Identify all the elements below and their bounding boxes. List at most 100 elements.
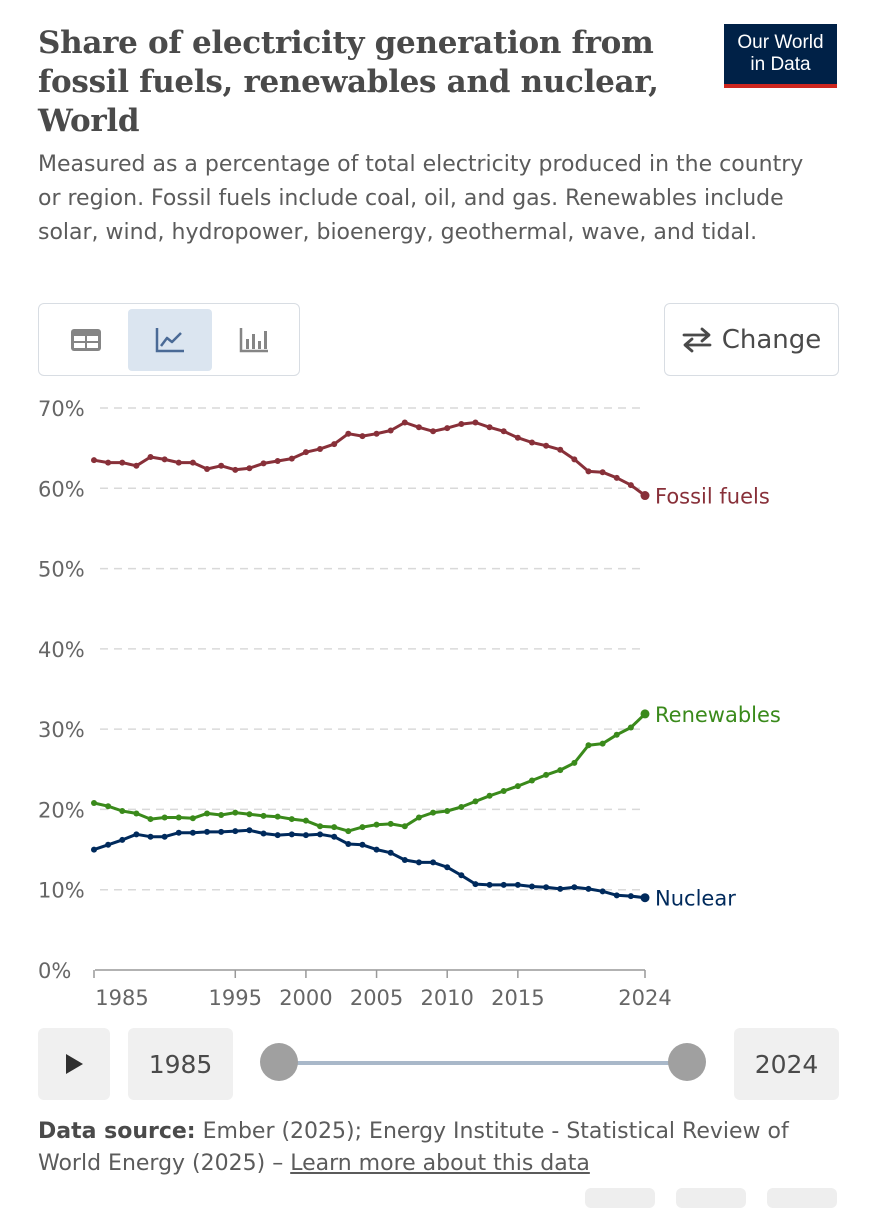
timeline-slider-track[interactable] — [280, 1061, 688, 1065]
x-tick-label: 1995 — [209, 986, 262, 1010]
fossil-fuels-point — [246, 465, 253, 472]
nuclear-point — [486, 881, 493, 888]
renewables-point — [288, 816, 295, 823]
change-entity-button[interactable]: Change — [664, 303, 839, 376]
bar-chart-view-button[interactable] — [212, 309, 296, 371]
fossil-fuels-point — [415, 424, 422, 431]
fossil-fuels-point — [500, 428, 507, 435]
nuclear-point — [91, 846, 97, 853]
nuclear-point — [218, 828, 225, 835]
source-label: Data source: — [38, 1119, 196, 1144]
fossil-fuels-point — [260, 460, 267, 467]
x-tick-label: 2015 — [491, 986, 544, 1010]
nuclear-point — [500, 881, 507, 888]
renewables-point — [189, 815, 196, 822]
fossil-fuels-point — [486, 424, 493, 431]
fossil-fuels-point — [359, 433, 366, 440]
renewables-point — [373, 821, 380, 828]
renewables-point — [119, 808, 126, 815]
owid-logo[interactable]: Our World in Data — [724, 24, 837, 88]
nuclear-point — [387, 849, 394, 856]
footer-action-button[interactable] — [767, 1188, 837, 1208]
table-view-button[interactable] — [44, 309, 128, 371]
nuclear-point — [571, 884, 578, 891]
renewables-point — [640, 709, 650, 719]
fossil-fuels-point — [218, 462, 225, 469]
renewables-point — [514, 783, 521, 790]
table-icon — [71, 329, 101, 351]
nuclear-point — [528, 883, 535, 890]
chart-subtitle: Measured as a percentage of total electr… — [38, 152, 804, 245]
fossil-fuels-point — [274, 457, 281, 464]
renewables-point — [543, 771, 550, 778]
fossil-fuels-point — [444, 425, 451, 432]
renewables-point — [161, 814, 168, 821]
fossil-fuels-point — [232, 466, 239, 473]
nuclear-point — [147, 833, 154, 840]
nuclear-point — [161, 833, 168, 840]
renewables-point — [613, 731, 620, 738]
renewables-point — [204, 810, 211, 817]
fossil-fuels-point — [161, 456, 168, 463]
fossil-fuels-point — [640, 491, 650, 501]
renewables-point — [175, 814, 182, 821]
y-tick-label: 60% — [38, 477, 85, 501]
renewables-point — [472, 798, 479, 805]
nuclear-point — [204, 828, 211, 835]
play-button[interactable] — [38, 1028, 110, 1100]
nuclear-point — [288, 831, 295, 838]
fossil-fuels-point — [373, 430, 380, 437]
nuclear-point — [133, 831, 140, 838]
y-tick-label: 40% — [38, 638, 85, 662]
learn-more-link[interactable]: Learn more about this data — [290, 1151, 590, 1176]
renewables-point — [133, 810, 140, 817]
timeline-end-handle[interactable] — [668, 1043, 706, 1081]
timeline-start-handle[interactable] — [260, 1043, 298, 1081]
nuclear-point — [373, 846, 380, 853]
nuclear-point — [260, 830, 267, 837]
line-chart-view-button[interactable] — [128, 309, 212, 371]
fossil-fuels-point — [401, 419, 408, 426]
line-chart-icon — [155, 328, 184, 353]
footer-action-button[interactable] — [585, 1188, 655, 1208]
renewables-point — [331, 824, 338, 831]
fossil-fuels-point — [599, 469, 606, 476]
renewables-point — [91, 800, 97, 807]
swap-arrows-icon — [682, 327, 712, 352]
timeline-end-year[interactable]: 2024 — [734, 1028, 839, 1100]
fossil-fuels-point — [557, 446, 564, 453]
fossil-fuels-point — [458, 421, 465, 428]
nuclear-point — [274, 832, 281, 839]
renewables-point — [528, 777, 535, 784]
fossil-fuels-point — [91, 457, 97, 464]
logo-line-1: Our World — [737, 32, 824, 53]
logo-line-2: in Data — [750, 54, 811, 75]
fossil-fuels-point — [514, 434, 521, 441]
renewables-point — [401, 823, 408, 830]
renewables-point — [486, 792, 493, 799]
footer-action-button[interactable] — [676, 1188, 746, 1208]
nuclear-point — [458, 872, 465, 879]
fossil-fuels-point — [119, 459, 126, 466]
view-switcher — [38, 303, 300, 376]
timeline-start-year[interactable]: 1985 — [128, 1028, 233, 1100]
renewables-point — [557, 767, 564, 774]
fossil-fuels-point — [387, 427, 394, 434]
renewables-point — [246, 811, 253, 818]
renewables-point — [260, 812, 267, 819]
renewables-point — [218, 812, 225, 819]
fossil-fuels-point — [345, 430, 352, 437]
bar-chart-icon — [239, 328, 268, 353]
line-chart: 0% 10% 20% 30% 40% 50% 60% 70% 1985 1995 2000 2005 2… — [38, 397, 781, 1010]
renewables-point — [317, 823, 324, 830]
x-tick-label: 2005 — [350, 986, 403, 1010]
renewables-point — [274, 813, 281, 820]
fossil-fuels-point — [331, 441, 338, 448]
fossil-fuels-point — [472, 419, 479, 426]
renewables-point — [599, 740, 606, 747]
renewables-point — [387, 820, 394, 827]
renewables-point — [232, 809, 239, 816]
fossil-fuels-point — [105, 459, 112, 466]
renewables-point — [105, 803, 112, 810]
fossil-fuels-point — [571, 456, 578, 463]
